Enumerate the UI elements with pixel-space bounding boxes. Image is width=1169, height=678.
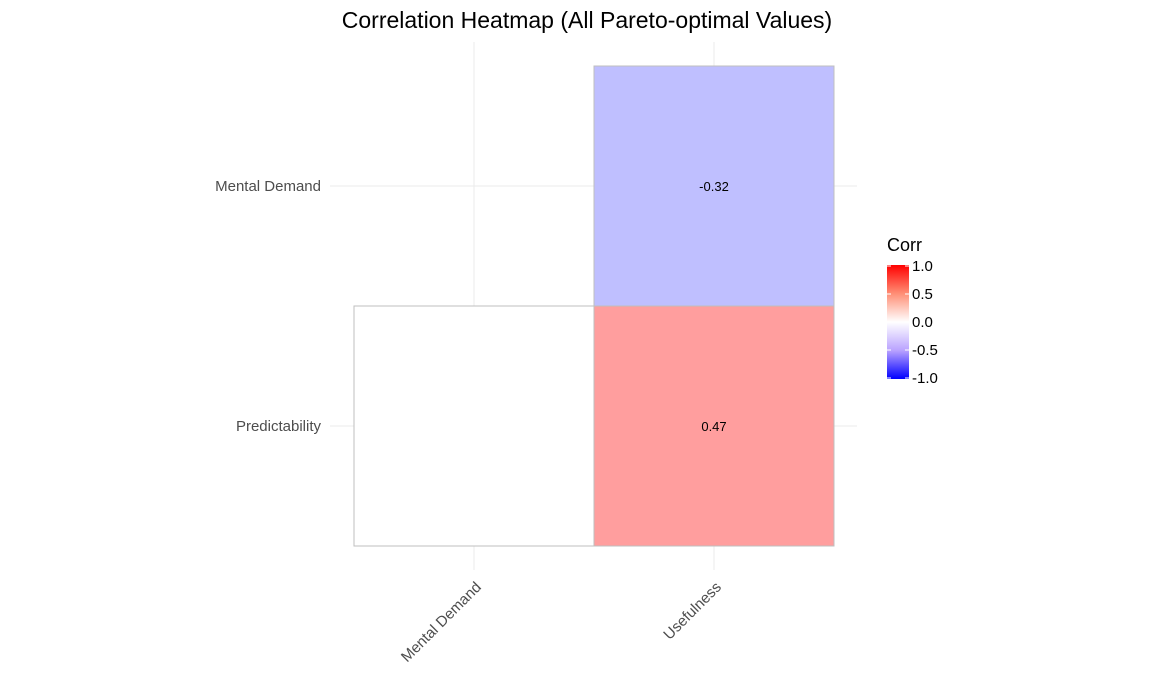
- heatmap-cell: [593, 305, 835, 547]
- cell-value-label: -0.32: [699, 179, 729, 194]
- x-tick-label: Usefulness: [660, 579, 724, 643]
- legend-title: Corr: [887, 235, 922, 255]
- legend-tick-label: 0.0: [912, 314, 933, 331]
- legend-tick-label: 0.5: [912, 286, 933, 303]
- y-tick-label: Mental Demand: [215, 178, 321, 195]
- legend-tick-label: -0.5: [912, 342, 938, 359]
- legend-tick-label: -1.0: [912, 370, 938, 387]
- legend-colorbar: [887, 265, 909, 379]
- heatmap-cells: -0.32 0.47: [353, 65, 835, 547]
- color-legend: Corr 1.0 0.5 0.0 -0.5 -1.0: [887, 235, 938, 387]
- y-tick-label: Predictability: [236, 418, 322, 435]
- x-axis-ticks: Mental Demand Usefulness: [398, 579, 725, 666]
- cell-value-label: 0.47: [701, 419, 726, 434]
- legend-tick-label: 1.0: [912, 258, 933, 275]
- x-tick-label: Mental Demand: [398, 579, 485, 666]
- y-axis-ticks: Mental Demand Predictability: [215, 178, 321, 435]
- heatmap-cell: [593, 65, 835, 307]
- heatmap-cell: [353, 305, 595, 547]
- chart-title: Correlation Heatmap (All Pareto-optimal …: [342, 7, 832, 33]
- legend-ticks: 1.0 0.5 0.0 -0.5 -1.0: [887, 258, 938, 387]
